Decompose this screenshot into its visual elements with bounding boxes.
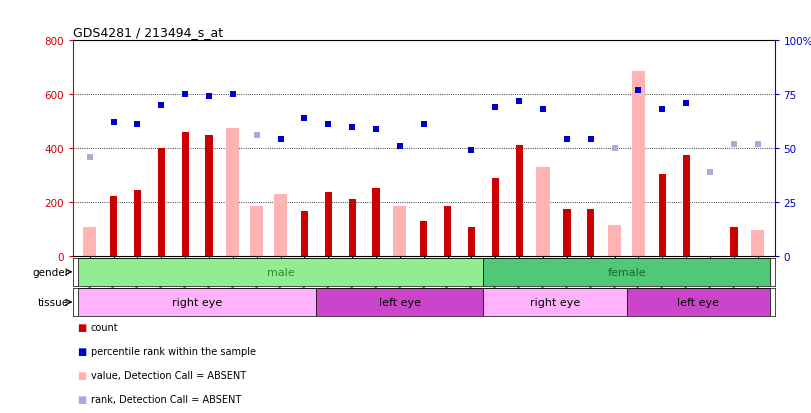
Bar — [420, 221, 427, 256]
Text: GDS4281 / 213494_s_at: GDS4281 / 213494_s_at — [73, 26, 223, 39]
Bar — [84, 228, 97, 256]
Bar — [316, 288, 483, 316]
Text: value, Detection Call = ABSENT: value, Detection Call = ABSENT — [91, 370, 246, 380]
Bar — [683, 155, 690, 256]
Bar — [324, 193, 332, 256]
Text: percentile rank within the sample: percentile rank within the sample — [91, 347, 255, 356]
Bar — [659, 174, 666, 256]
Bar — [250, 206, 264, 256]
Bar — [78, 258, 483, 286]
Bar — [393, 206, 406, 256]
Bar — [110, 197, 117, 256]
Text: ■: ■ — [77, 323, 86, 332]
Bar — [301, 212, 308, 256]
Bar — [632, 72, 645, 256]
Text: ■: ■ — [77, 394, 86, 404]
Bar — [274, 194, 287, 256]
Bar — [516, 146, 523, 256]
Bar — [491, 178, 499, 256]
Text: left eye: left eye — [379, 297, 421, 307]
Bar — [483, 258, 770, 286]
Bar — [483, 288, 627, 316]
Bar — [608, 225, 621, 256]
Bar — [444, 206, 451, 256]
Text: right eye: right eye — [172, 297, 222, 307]
Bar — [731, 228, 737, 256]
Bar — [205, 135, 212, 256]
Text: female: female — [607, 267, 646, 277]
Bar — [751, 230, 764, 256]
Bar — [537, 167, 550, 256]
Bar — [372, 189, 380, 256]
Bar — [587, 209, 594, 256]
Bar — [627, 288, 770, 316]
Text: left eye: left eye — [677, 297, 719, 307]
Bar — [78, 288, 316, 316]
Text: right eye: right eye — [530, 297, 580, 307]
Bar — [134, 190, 141, 256]
Text: count: count — [91, 323, 118, 332]
Text: ■: ■ — [77, 370, 86, 380]
Bar — [226, 128, 239, 256]
Text: ■: ■ — [77, 347, 86, 356]
Bar — [468, 228, 475, 256]
Text: gender: gender — [32, 267, 69, 277]
Bar — [157, 149, 165, 256]
Text: tissue: tissue — [38, 297, 69, 307]
Bar — [182, 133, 189, 256]
Text: male: male — [267, 267, 294, 277]
Bar — [349, 199, 356, 256]
Text: rank, Detection Call = ABSENT: rank, Detection Call = ABSENT — [91, 394, 241, 404]
Bar — [564, 209, 570, 256]
